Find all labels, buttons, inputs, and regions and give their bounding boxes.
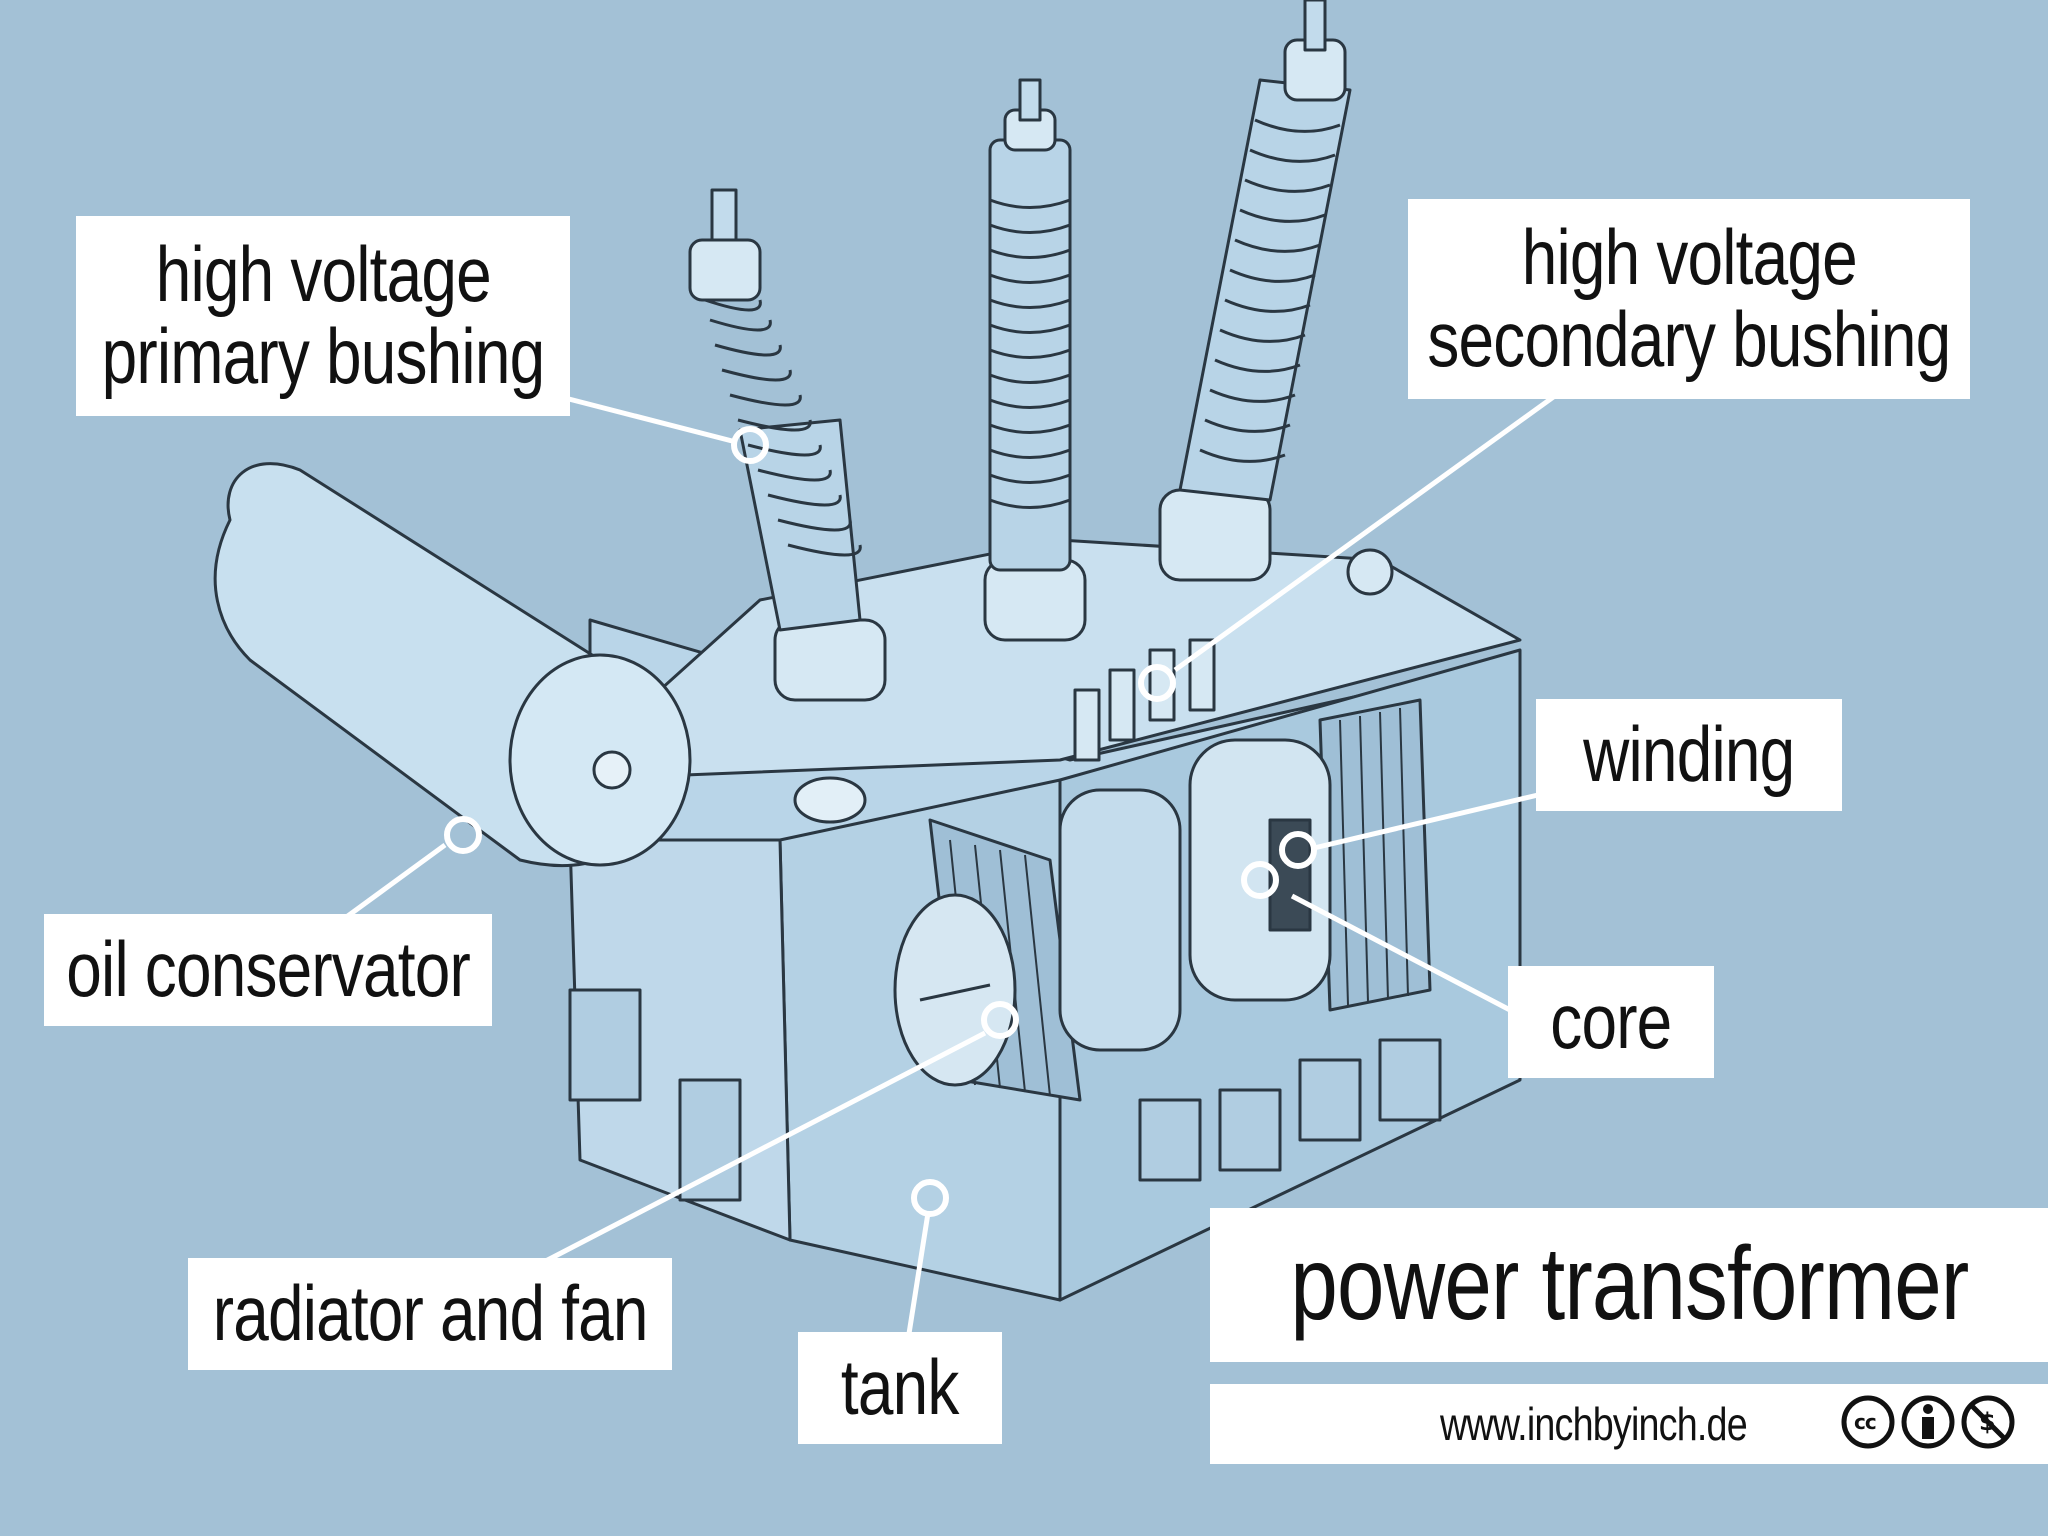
label-primary-bushing-line2: primary bushing [101, 312, 546, 400]
label-oil-conservator-text: oil conservator [66, 925, 470, 1014]
cc-icon [1841, 1395, 1895, 1449]
marker-tank [911, 1179, 949, 1217]
svg-text:$: $ [1979, 1408, 1995, 1436]
label-core: core [1508, 966, 1714, 1078]
right-radiator [1318, 698, 1432, 1012]
winding-left [1058, 788, 1182, 1052]
label-tank-text: tank [841, 1343, 959, 1432]
label-secondary-bushing: high voltage secondary bushing [1408, 199, 1970, 399]
secondary-bushing [1158, 0, 1352, 582]
label-winding-text: winding [1583, 710, 1795, 799]
label-secondary-bushing-line2: secondary bushing [1427, 295, 1952, 383]
middle-bushing [983, 78, 1087, 642]
winding-right [1188, 738, 1332, 1002]
label-radiator-and-fan: radiator and fan [188, 1258, 672, 1370]
label-winding: winding [1536, 699, 1842, 811]
svg-text:cc: cc [1854, 1410, 1876, 1434]
marker-primary-bushing [731, 426, 769, 464]
marker-winding [1279, 831, 1317, 869]
page-title-text: power transformer [1289, 1226, 1969, 1343]
label-core-text: core [1550, 977, 1672, 1066]
label-oil-conservator: oil conservator [44, 914, 492, 1026]
primary-bushing [688, 188, 887, 702]
marker-radiator [981, 1001, 1019, 1039]
license-badges: cc $ [1841, 1395, 2015, 1449]
page-title: power transformer [1210, 1208, 2048, 1362]
marker-core [1241, 861, 1279, 899]
non-commercial-icon [1961, 1395, 2015, 1449]
label-radiator-and-fan-text: radiator and fan [212, 1269, 649, 1358]
by-attribution-icon [1901, 1395, 1955, 1449]
website-link[interactable]: www.inchbyinch.de [1440, 1397, 1748, 1450]
label-primary-bushing: high voltage primary bushing [76, 216, 570, 416]
label-primary-bushing-line1: high voltage [155, 230, 491, 319]
label-secondary-bushing-line1: high voltage [1521, 213, 1857, 302]
label-tank: tank [798, 1332, 1002, 1444]
marker-secondary-bushing [1138, 664, 1176, 702]
marker-oil-conservator [444, 816, 482, 854]
website-footer: www.inchbyinch.de cc $ [1210, 1384, 2048, 1464]
fan [893, 893, 1017, 1087]
